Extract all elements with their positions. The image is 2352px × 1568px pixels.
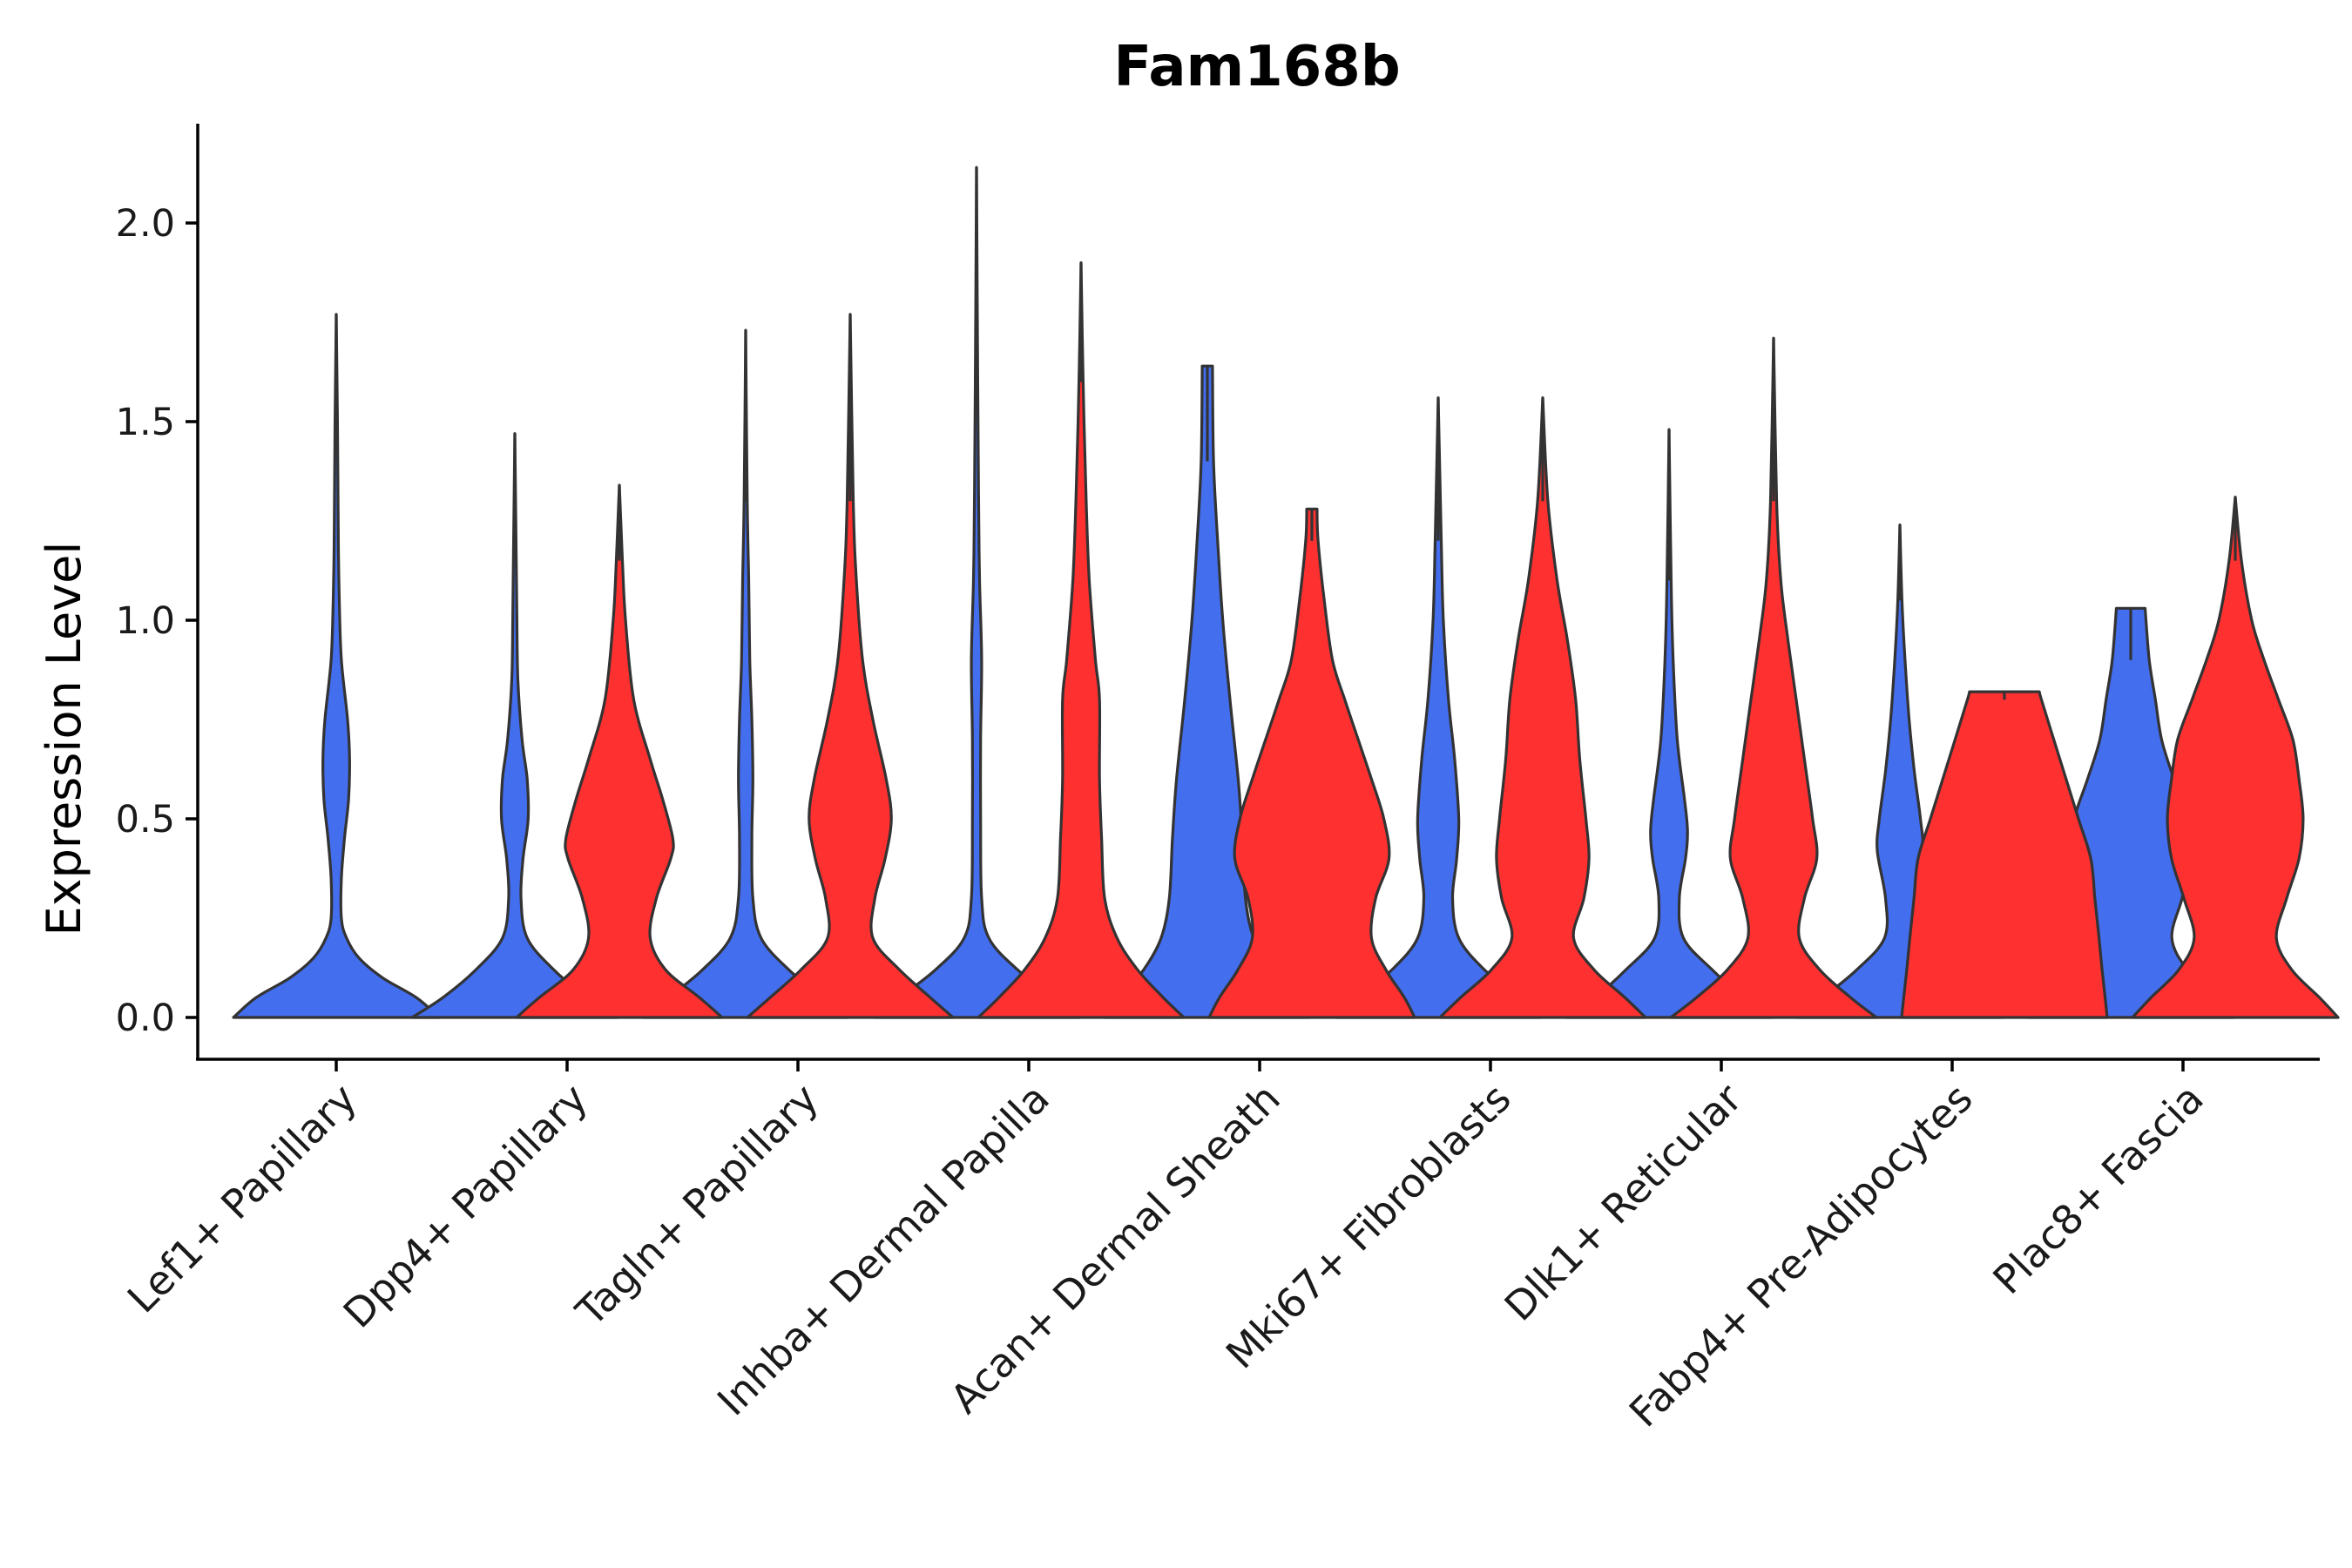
- violin-group_1-5: [1103, 364, 1312, 1019]
- y-axis-label: Expression Level: [37, 542, 91, 936]
- chart-title: Fam168b: [1113, 35, 1400, 99]
- y-tick-label: 0.0: [116, 997, 175, 1040]
- y-tick-label: 1.0: [116, 599, 175, 643]
- y-axis: 0.0 0.5 1.0 1.5 2.0: [116, 124, 199, 1059]
- violin-group_2-8: [1900, 690, 2109, 1019]
- x-tick-label: Lef1+ Papillary: [118, 1075, 366, 1322]
- y-tick-label: 2.0: [116, 202, 175, 246]
- violin-group_2-6: [1438, 396, 1647, 1019]
- violin-layer: [232, 166, 2340, 1019]
- x-tick-label: Dlk1+ Reticular: [1496, 1075, 1751, 1330]
- x-tick-label: Tagln+ Papillary: [566, 1075, 828, 1336]
- x-tick-label: Dpp4+ Papillary: [335, 1075, 597, 1337]
- y-tick-label: 0.5: [116, 798, 175, 841]
- violin-group_2-2: [515, 483, 724, 1019]
- violin-group_2-5: [1207, 507, 1416, 1019]
- y-tick-label: 1.5: [116, 401, 175, 444]
- violin-group_2-9: [2131, 496, 2340, 1019]
- x-tick-label: Plac8+ Fascia: [1984, 1075, 2212, 1303]
